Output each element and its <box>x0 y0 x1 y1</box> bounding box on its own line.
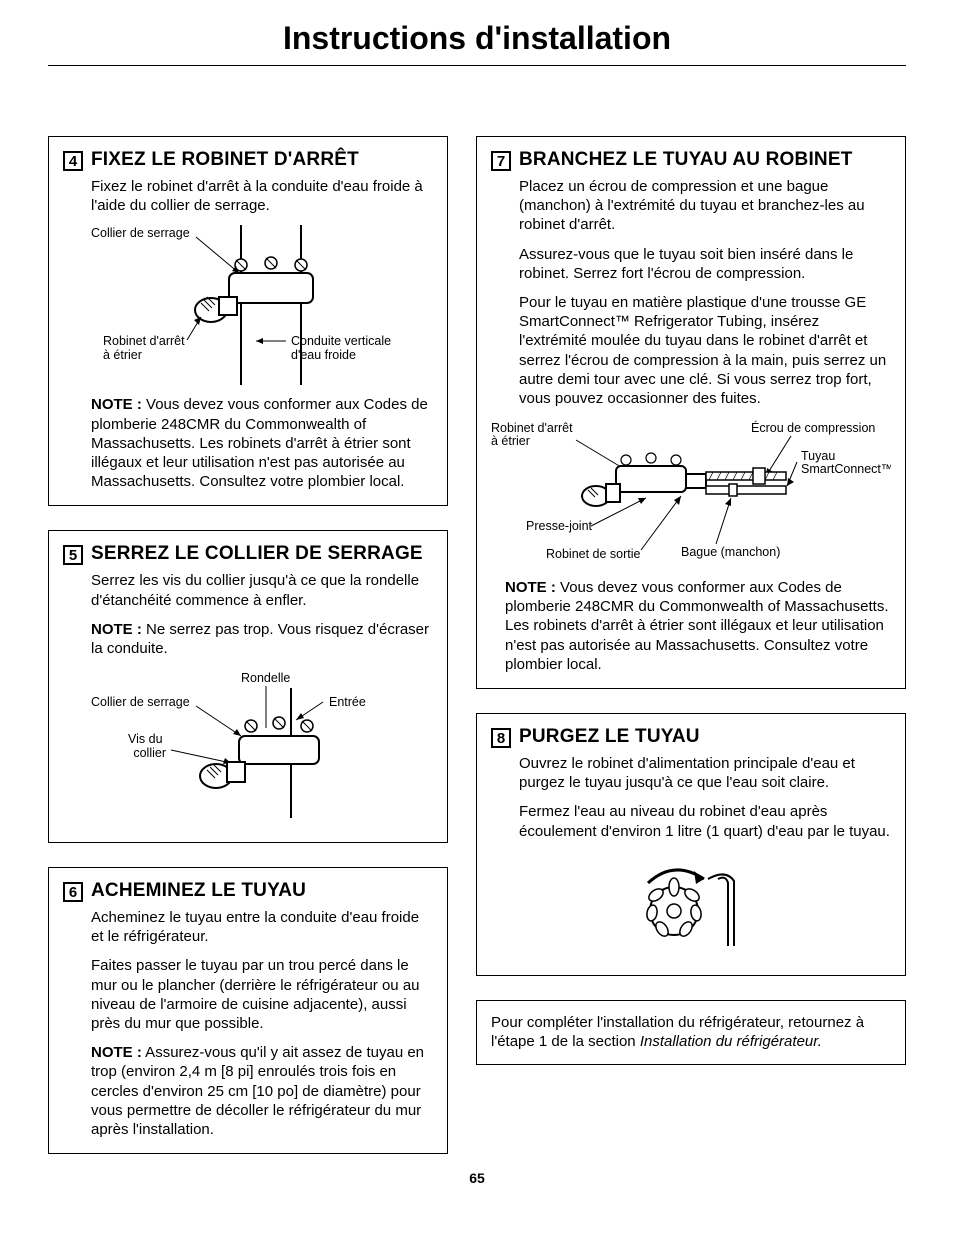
note-prefix: NOTE : <box>91 1044 142 1061</box>
note-prefix: NOTE : <box>91 621 142 638</box>
step-4-number: 4 <box>63 151 83 171</box>
step-7-note: NOTE : Vous devez vous conformer aux Cod… <box>505 578 891 674</box>
step-4-head: 4 FIXEZ LE ROBINET D'ARRÊT <box>63 149 433 171</box>
diagram-label: Robinet d'arrêt à étrier <box>491 421 576 448</box>
step-8-number: 8 <box>491 728 511 748</box>
step-8-box: 8 PURGEZ LE TUYAU Ouvrez le robinet d'al… <box>476 713 906 976</box>
step-6-head: 6 ACHEMINEZ LE TUYAU <box>63 880 433 902</box>
step-6-number: 6 <box>63 882 83 902</box>
step-7-head: 7 BRANCHEZ LE TUYAU AU ROBINET <box>491 149 891 171</box>
step-7-p1: Placez un écrou de compression et une ba… <box>519 177 891 235</box>
step-4-note: NOTE : Vous devez vous conformer aux Cod… <box>91 395 433 491</box>
footer-note: Pour compléter l'installation du réfrigé… <box>476 1000 906 1065</box>
step-8-p2: Fermez l'eau au niveau du robinet d'eau … <box>519 802 891 840</box>
step-5-p1: Serrez les vis du collier jusqu'à ce que… <box>91 571 433 609</box>
diagram-label: Presse-joint <box>526 519 593 533</box>
left-column: 4 FIXEZ LE ROBINET D'ARRÊT Fixez le robi… <box>48 136 448 1154</box>
note-text: Assurez-vous qu'il y ait assez de tuyau … <box>91 1044 424 1138</box>
diagram-label: Conduite verticale d'eau froide <box>291 334 395 362</box>
step-7-title: BRANCHEZ LE TUYAU AU ROBINET <box>519 149 853 171</box>
footer-text-2: Installation du réfrigérateur. <box>640 1033 822 1050</box>
page-title: Instructions d'installation <box>48 20 906 66</box>
right-column: 7 BRANCHEZ LE TUYAU AU ROBINET Placez un… <box>476 136 906 1154</box>
step-6-p2: Faites passer le tuyau par un trou percé… <box>91 956 433 1033</box>
step-8-head: 8 PURGEZ LE TUYAU <box>491 726 891 748</box>
diagram-label: Robinet d'arrêt à étrier <box>103 334 188 362</box>
diagram-label: Collier de serrage <box>91 695 190 709</box>
diagram-label: Bague (manchon) <box>681 545 780 559</box>
step-5-number: 5 <box>63 545 83 565</box>
diagram-label: Écrou de compression <box>751 420 875 435</box>
step-6-note: NOTE : Assurez-vous qu'il y ait assez de… <box>91 1043 433 1139</box>
step-6-box: 6 ACHEMINEZ LE TUYAU Acheminez le tuyau … <box>48 867 448 1154</box>
diagram-label: Entrée <box>329 695 366 709</box>
step-5-note: NOTE : Ne serrez pas trop. Vous risquez … <box>91 620 433 658</box>
step-7-box: 7 BRANCHEZ LE TUYAU AU ROBINET Placez un… <box>476 136 906 689</box>
note-text: Vous devez vous conformer aux Codes de p… <box>91 396 428 490</box>
page: Instructions d'installation 4 FIXEZ LE R… <box>0 0 954 1206</box>
note-text: Vous devez vous conformer aux Codes de p… <box>505 579 889 673</box>
step-4-title: FIXEZ LE ROBINET D'ARRÊT <box>91 149 359 171</box>
note-text: Ne serrez pas trop. Vous risquez d'écras… <box>91 621 429 657</box>
note-prefix: NOTE : <box>91 396 142 413</box>
step-4-box: 4 FIXEZ LE ROBINET D'ARRÊT Fixez le robi… <box>48 136 448 506</box>
step-8-title: PURGEZ LE TUYAU <box>519 726 700 748</box>
step-7-p3: Pour le tuyau en matière plastique d'une… <box>519 293 891 408</box>
diagram-label: Rondelle <box>241 671 290 685</box>
step-4-p1: Fixez le robinet d'arrêt à la conduite d… <box>91 177 433 215</box>
diagram-label: Vis du collier <box>128 732 166 760</box>
step-4-diagram: Collier de serrage Robinet d'arrêt à étr… <box>91 225 433 385</box>
step-7-number: 7 <box>491 151 511 171</box>
step-5-box: 5 SERREZ LE COLLIER DE SERRAGE Serrez le… <box>48 530 448 843</box>
step-8-diagram <box>626 851 756 951</box>
note-prefix: NOTE : <box>505 579 556 596</box>
step-7-p2: Assurez-vous que le tuyau soit bien insé… <box>519 245 891 283</box>
diagram-label: Collier de serrage <box>91 226 190 240</box>
step-7-diagram: Robinet d'arrêt à étrier Écrou de compre… <box>491 418 891 568</box>
page-number: 65 <box>48 1170 906 1186</box>
diagram-label: Robinet de sortie <box>546 547 641 561</box>
step-5-title: SERREZ LE COLLIER DE SERRAGE <box>91 543 423 565</box>
columns: 4 FIXEZ LE ROBINET D'ARRÊT Fixez le robi… <box>48 136 906 1154</box>
diagram-label: Tuyau SmartConnect™ <box>801 449 891 476</box>
step-5-head: 5 SERREZ LE COLLIER DE SERRAGE <box>63 543 433 565</box>
step-5-diagram: Rondelle Entrée Collier de serrage Vis d… <box>91 668 433 818</box>
step-6-p1: Acheminez le tuyau entre la conduite d'e… <box>91 908 433 946</box>
step-8-p1: Ouvrez le robinet d'alimentation princip… <box>519 754 891 792</box>
step-6-title: ACHEMINEZ LE TUYAU <box>91 880 306 902</box>
